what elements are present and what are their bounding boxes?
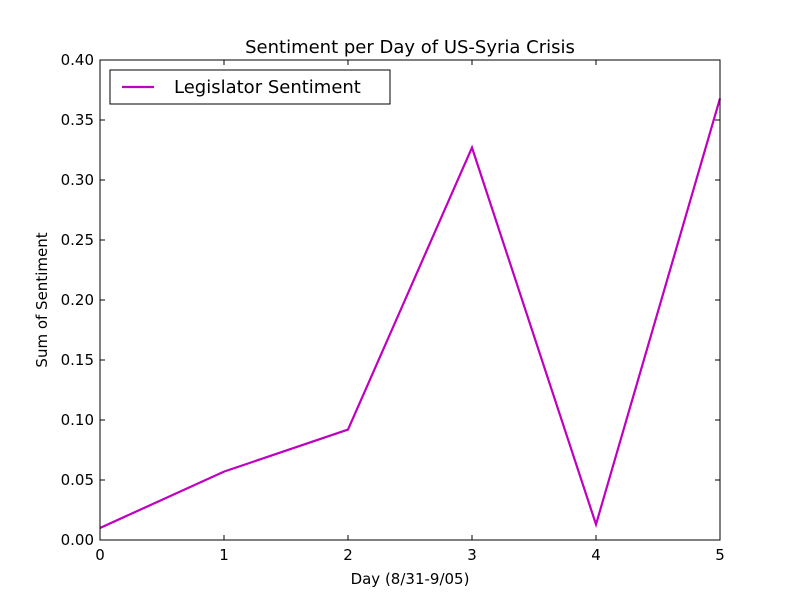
y-tick-label: 0.35 (61, 111, 94, 129)
x-tick-label: 5 (715, 546, 725, 564)
x-tick-label: 2 (343, 546, 353, 564)
plot-frame (99, 59, 721, 541)
y-tick-label: 0.40 (61, 51, 94, 69)
x-axis-label: Day (8/31-9/05) (351, 570, 470, 588)
legend-label-legislator-sentiment: Legislator Sentiment (174, 77, 361, 98)
x-tick-label: 4 (591, 546, 601, 564)
chart-title: Sentiment per Day of US-Syria Crisis (245, 37, 575, 58)
y-tick-label: 0.15 (61, 351, 94, 369)
plot-background (100, 60, 720, 540)
y-tick-label: 0.05 (61, 471, 94, 489)
x-tick-label: 0 (95, 546, 105, 564)
y-axis-ticks: 0.00 0.05 0.10 0.15 0.20 0.25 0.30 0.35 0.40 (61, 51, 720, 549)
x-tick-label: 3 (467, 546, 477, 564)
y-axis-label: Sum of Sentiment (33, 232, 51, 367)
y-tick-label: 0.30 (61, 171, 94, 189)
series-line-legislator-sentiment (99, 98, 722, 530)
x-tick-label: 1 (219, 546, 229, 564)
y-tick-label: 0.20 (61, 291, 94, 309)
legend: Legislator Sentiment (109, 69, 391, 105)
y-tick-label: 0.00 (61, 531, 94, 549)
y-tick-label: 0.25 (61, 231, 94, 249)
legend-box (109, 69, 391, 105)
plot-area (100, 60, 720, 540)
y-tick-label: 0.10 (61, 411, 94, 429)
